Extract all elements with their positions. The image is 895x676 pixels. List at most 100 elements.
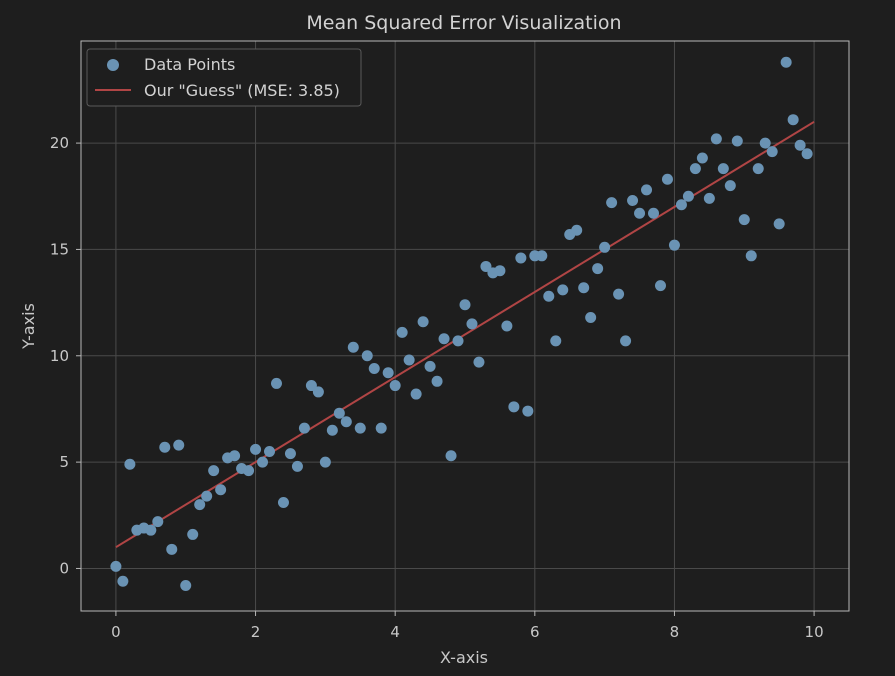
x-tick-label: 0 <box>111 623 121 641</box>
data-point <box>585 311 597 323</box>
data-point <box>333 407 345 419</box>
data-point <box>124 458 136 470</box>
data-point <box>257 456 269 468</box>
data-point <box>494 265 506 277</box>
data-point <box>229 450 241 462</box>
data-point <box>159 441 171 453</box>
data-point <box>152 516 164 528</box>
data-point <box>654 280 666 292</box>
data-point <box>557 284 569 296</box>
y-tick-label: 0 <box>59 559 69 577</box>
data-point <box>606 197 618 209</box>
data-point <box>117 575 129 587</box>
data-point <box>543 290 555 302</box>
data-point <box>717 163 729 175</box>
data-point <box>180 579 192 591</box>
data-point <box>424 360 436 372</box>
line-layer <box>115 120 815 549</box>
legend-box <box>86 48 362 107</box>
data-point <box>347 341 359 353</box>
data-point <box>745 250 757 262</box>
data-point <box>620 335 632 347</box>
data-point <box>284 448 296 460</box>
data-point <box>270 377 282 389</box>
x-tick-label: 6 <box>530 623 540 641</box>
data-point <box>201 490 213 502</box>
x-axis-label: X-axis <box>440 648 488 667</box>
data-point <box>801 148 813 160</box>
y-tick-label: 20 <box>50 134 69 152</box>
data-point <box>501 320 513 332</box>
data-point <box>431 375 443 387</box>
data-point <box>599 241 611 253</box>
guess-line <box>115 120 815 549</box>
legend: Data Points Our "Guess" (MSE: 3.85) <box>86 48 362 107</box>
y-tick-label: 15 <box>50 240 69 258</box>
data-point <box>731 135 743 147</box>
legend-label-guess-line: Our "Guess" (MSE: 3.85) <box>144 81 340 100</box>
grid <box>81 41 849 611</box>
data-point <box>696 152 708 164</box>
data-point <box>710 133 722 145</box>
data-point <box>682 190 694 202</box>
data-point <box>215 484 227 496</box>
data-point <box>522 405 534 417</box>
data-point <box>675 199 687 211</box>
data-point <box>773 218 785 230</box>
data-point <box>759 137 771 149</box>
y-axis-label: Y-axis <box>19 303 38 350</box>
data-point <box>613 288 625 300</box>
data-point <box>480 260 492 272</box>
data-point <box>312 386 324 398</box>
x-tick-label: 8 <box>670 623 680 641</box>
points-layer <box>110 56 813 591</box>
data-point <box>473 356 485 368</box>
data-point <box>173 439 185 451</box>
x-tick-label: 4 <box>390 623 400 641</box>
data-point <box>459 299 471 311</box>
data-point <box>194 499 206 511</box>
data-point <box>410 388 422 400</box>
data-point <box>396 326 408 338</box>
data-point <box>627 195 639 207</box>
data-point <box>264 445 276 457</box>
plot-frame <box>80 40 850 612</box>
legend-label-data-points: Data Points <box>144 55 235 74</box>
x-tick-label: 2 <box>251 623 261 641</box>
data-point <box>277 497 289 509</box>
data-point <box>648 207 660 219</box>
data-point <box>417 316 429 328</box>
data-point <box>110 560 122 572</box>
data-point <box>550 335 562 347</box>
data-point <box>368 363 380 375</box>
y-tick-label: 5 <box>59 453 69 471</box>
data-point <box>326 424 338 436</box>
data-point <box>578 282 590 294</box>
data-point <box>319 456 331 468</box>
data-point <box>145 524 157 536</box>
y-ticks: 0 5 10 15 20 <box>50 134 81 577</box>
data-point <box>571 224 583 236</box>
legend-marker-data-points <box>107 59 119 71</box>
data-point <box>634 207 646 219</box>
data-point <box>689 163 701 175</box>
data-point <box>250 443 262 455</box>
data-point <box>298 422 310 434</box>
data-point <box>536 250 548 262</box>
data-point <box>340 416 352 428</box>
data-point <box>382 367 394 379</box>
data-point <box>738 214 750 226</box>
data-point <box>724 180 736 192</box>
x-tick-label: 10 <box>805 623 824 641</box>
data-point <box>508 401 520 413</box>
data-point <box>752 163 764 175</box>
data-point <box>389 380 401 392</box>
data-point <box>766 146 778 158</box>
data-point <box>438 333 450 345</box>
chart-title: Mean Squared Error Visualization <box>306 12 621 34</box>
data-point <box>515 252 527 264</box>
data-point <box>787 114 799 126</box>
data-point <box>466 318 478 330</box>
data-point <box>291 460 303 472</box>
